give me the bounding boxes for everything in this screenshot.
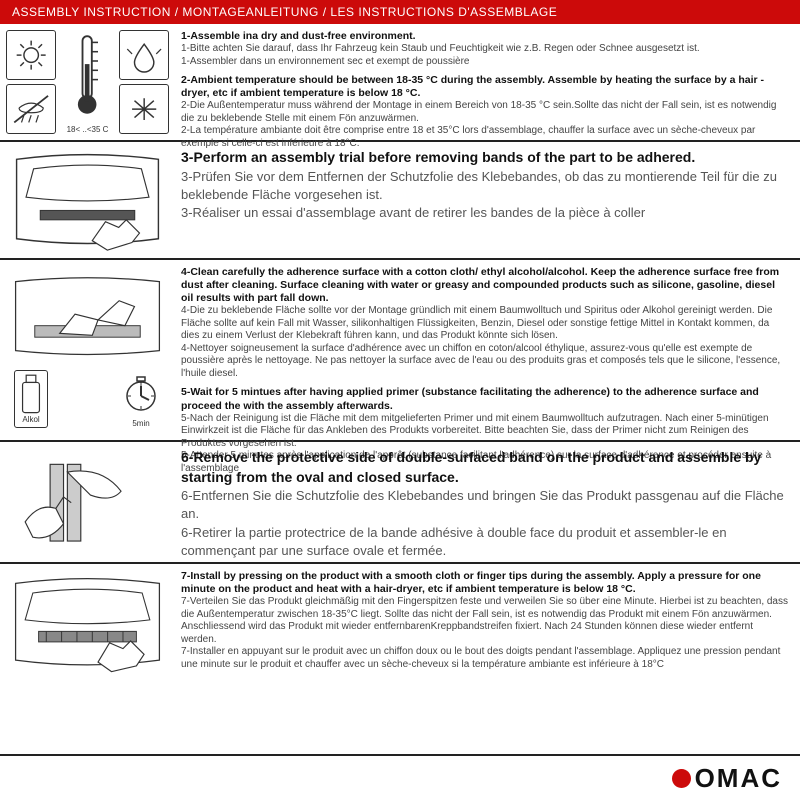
step-6-text: 6-Remove the protective side of double-s… xyxy=(175,442,800,562)
steps-container: 18< ..<35 C xyxy=(0,24,800,754)
step2-en: 2-Ambient temperature should be between … xyxy=(181,74,790,100)
step6-fr: 6-Retirer la partie protectrice de la ba… xyxy=(181,524,790,560)
header-title: ASSEMBLY INSTRUCTION / MONTAGEANLEITUNG … xyxy=(12,5,557,19)
step-1-2-text: 1-Assemble ina dry and dust-free environ… xyxy=(175,24,800,140)
step4-en: 4-Clean carefully the adherence surface … xyxy=(181,266,790,305)
peel-tape-icon xyxy=(6,449,169,554)
sun-icon xyxy=(7,37,55,73)
humidity-icon xyxy=(120,37,168,73)
timer-label: 5min xyxy=(121,419,161,428)
step2-de: 2-Die Außentemperatur muss während der M… xyxy=(181,100,790,125)
illustration-trial xyxy=(0,142,175,258)
step3-de: 3-Prüfen Sie vor dem Entfernen der Schut… xyxy=(181,168,790,204)
illustration-peel xyxy=(0,442,175,562)
step-row-1-2: 18< ..<35 C xyxy=(0,24,800,142)
logo-dot-icon xyxy=(672,769,691,788)
step7-fr: 7-Installer en appuyant sur le produit a… xyxy=(181,646,790,671)
step-row-7: 7-Install by pressing on the product wit… xyxy=(0,564,800,682)
temp-range-label: 18< ..<35 C xyxy=(67,125,109,134)
thermometer-icon xyxy=(62,30,112,123)
illustration-press xyxy=(0,564,175,682)
illustration-environment: 18< ..<35 C xyxy=(0,24,175,140)
no-rain-icon xyxy=(7,91,55,127)
step-row-6: 6-Remove the protective side of double-s… xyxy=(0,442,800,564)
step4-de: 4-Die zu beklebende Fläche sollte vor de… xyxy=(181,305,790,343)
brand-logo: OMAC xyxy=(672,763,782,794)
step6-en: 6-Remove the protective side of double-s… xyxy=(181,448,790,487)
step3-fr: 3-Réaliser un essai d'assemblage avant d… xyxy=(181,204,790,222)
step1-fr: 1-Assembler dans un environnement sec et… xyxy=(181,56,790,69)
step4-fr: 4-Nettoyer soigneusement la surface d'ad… xyxy=(181,343,790,381)
step-row-4-5: Alkol 5min xyxy=(0,260,800,442)
step3-en: 3-Perform an assembly trial before remov… xyxy=(181,148,790,168)
bottle-label: Alkol xyxy=(22,415,39,424)
step1-en: 1-Assemble ina dry and dust-free environ… xyxy=(181,30,790,43)
snow-icon xyxy=(120,91,168,127)
illustration-clean-prime: Alkol 5min xyxy=(0,260,175,440)
footer: OMAC xyxy=(0,754,800,800)
step7-de: 7-Verteilen Sie das Produkt gleichmäßig … xyxy=(181,596,790,646)
step5-en: 5-Wait for 5 mintues after having applie… xyxy=(181,386,790,412)
press-install-icon xyxy=(6,570,169,675)
timer-icon: 5min xyxy=(121,374,161,428)
header-bar: ASSEMBLY INSTRUCTION / MONTAGEANLEITUNG … xyxy=(0,0,800,24)
instruction-sheet: ASSEMBLY INSTRUCTION / MONTAGEANLEITUNG … xyxy=(0,0,800,800)
step6-de: 6-Entfernen Sie die Schutzfolie des Kleb… xyxy=(181,487,790,523)
step-3-text: 3-Perform an assembly trial before remov… xyxy=(175,142,800,258)
step1-de: 1-Bitte achten Sie darauf, dass Ihr Fahr… xyxy=(181,43,790,56)
cleaning-icon xyxy=(6,272,169,363)
step-row-3: 3-Perform an assembly trial before remov… xyxy=(0,142,800,260)
logo-text: OMAC xyxy=(695,763,782,794)
step7-en: 7-Install by pressing on the product wit… xyxy=(181,570,790,596)
door-sill-trial-icon xyxy=(6,148,169,252)
alcohol-bottle-icon: Alkol xyxy=(14,370,48,428)
step-7-text: 7-Install by pressing on the product wit… xyxy=(175,564,800,682)
step-4-5-text: 4-Clean carefully the adherence surface … xyxy=(175,260,800,440)
